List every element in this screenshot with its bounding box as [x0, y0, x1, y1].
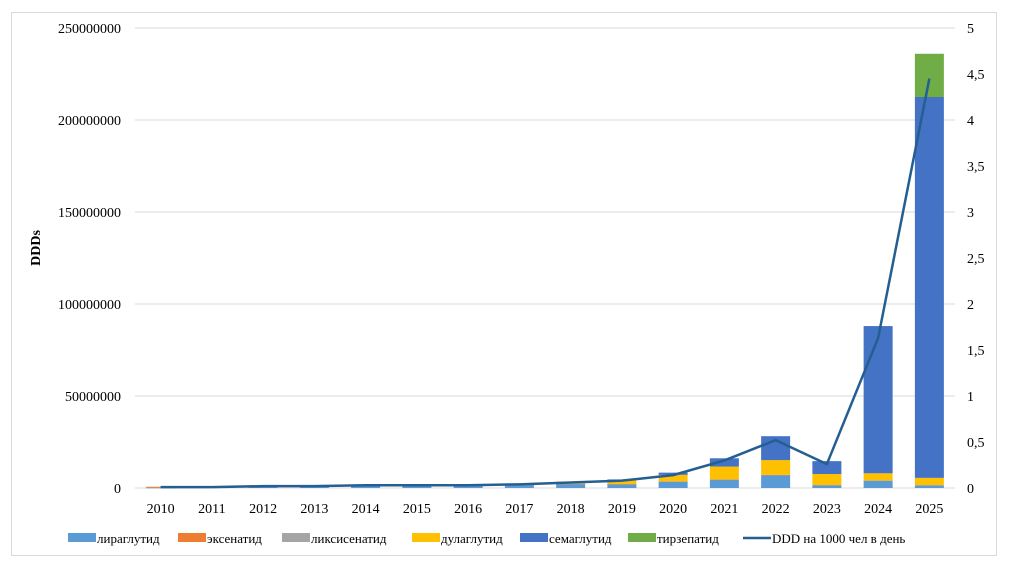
y-tick-label: 100000000 — [58, 298, 121, 313]
x-tick-label: 2020 — [659, 502, 687, 517]
bar-segment — [812, 485, 842, 488]
bar-segment — [812, 474, 842, 486]
x-tick-label: 2024 — [864, 502, 892, 517]
y-tick-label: 200000000 — [58, 114, 121, 129]
bar-segment — [863, 326, 893, 474]
x-tick-label: 2012 — [249, 502, 277, 517]
y-tick-label: 0 — [114, 482, 121, 497]
x-tick-label: 2010 — [147, 502, 175, 517]
y2-tick-label: 5 — [967, 22, 974, 37]
x-tick-label: 2015 — [403, 502, 431, 517]
y2-tick-label: 2 — [967, 298, 974, 313]
x-tick-label: 2014 — [352, 502, 380, 517]
y2-tick-label: 0,5 — [967, 436, 985, 451]
bar-segment — [709, 479, 739, 480]
legend-swatch — [412, 533, 440, 542]
x-tick-label: 2016 — [454, 502, 482, 517]
bar-segment — [863, 480, 893, 488]
legend: лираглутид эксенатид ликсисенатид дулаглути… — [68, 531, 905, 546]
y2-tick-label: 0 — [967, 482, 974, 497]
y-axis-right: 0 0,5 1 1,5 2 2,5 3 3,5 4 4,5 5 — [967, 22, 985, 497]
bar-segment — [402, 485, 432, 488]
x-tick-label: 2019 — [608, 502, 636, 517]
bar-segment — [709, 466, 739, 480]
x-tick-label: 2011 — [198, 502, 225, 517]
y2-tick-label: 1,5 — [967, 344, 985, 359]
bar-segment — [914, 477, 944, 486]
gridlines — [135, 27, 955, 489]
x-tick-label: 2013 — [300, 502, 328, 517]
ddd-per-1000-line — [160, 78, 931, 489]
legend-swatch — [68, 533, 96, 542]
y-tick-label: 50000000 — [65, 390, 121, 405]
bar-segment — [351, 485, 381, 488]
bar-segment — [914, 97, 944, 478]
y-axis-label: DDDs — [29, 230, 44, 266]
y-tick-label: 250000000 — [58, 22, 121, 37]
x-tick-label: 2023 — [813, 502, 841, 517]
bar-segment — [914, 485, 944, 488]
bar-segment — [504, 485, 534, 488]
legend-label: семаглутид — [549, 531, 612, 546]
bar-segment — [709, 458, 739, 467]
bar-segment — [658, 474, 688, 482]
bar-segment — [761, 460, 791, 475]
y2-tick-label: 4,5 — [967, 68, 985, 83]
bar-segment — [453, 485, 483, 488]
legend-swatch — [178, 533, 206, 542]
x-tick-label: 2022 — [762, 502, 790, 517]
bar-segment — [556, 483, 586, 488]
y-tick-label: 150000000 — [58, 206, 121, 221]
bar-segment — [607, 480, 637, 485]
legend-label: дулаглутид — [441, 531, 503, 546]
bar-segment — [914, 53, 944, 97]
bars — [146, 53, 944, 489]
y2-tick-label: 3,5 — [967, 160, 985, 175]
y2-tick-label: 4 — [967, 114, 974, 129]
x-axis: 2010 2011 2012 2013 2014 2015 2016 2017 2018 2019… — [147, 502, 944, 517]
legend-label: эксенатид — [207, 531, 262, 546]
y2-tick-label: 2,5 — [967, 252, 985, 267]
x-tick-label: 2025 — [915, 502, 943, 517]
legend-label: ликсисенатид — [311, 531, 387, 546]
line-series — [160, 78, 931, 489]
bar-segment — [812, 461, 842, 475]
bar-segment — [556, 483, 586, 485]
y2-tick-label: 1 — [967, 390, 974, 405]
x-tick-label: 2021 — [710, 502, 738, 517]
bar-segment — [761, 474, 791, 476]
legend-label: DDD на 1000 чел в день — [772, 531, 905, 546]
bar-segment — [658, 481, 688, 488]
x-tick-label: 2018 — [557, 502, 585, 517]
legend-label: лираглутид — [97, 531, 160, 546]
y-axis-left: 0 50000000 100000000 150000000 200000000 2500… — [58, 22, 121, 497]
y2-tick-label: 3 — [967, 206, 974, 221]
bar-segment — [709, 479, 739, 488]
bar-segment — [863, 473, 893, 481]
legend-label: тирзепатид — [657, 531, 719, 546]
legend-swatch — [520, 533, 548, 542]
x-tick-label: 2017 — [505, 502, 533, 517]
bar-segment — [658, 472, 688, 475]
bar-segment — [658, 481, 688, 482]
legend-swatch — [282, 533, 310, 542]
legend-swatch — [628, 533, 656, 542]
bar-segment — [812, 485, 842, 486]
bar-segment — [607, 484, 637, 485]
bar-segment — [607, 484, 637, 488]
bar-segment — [761, 475, 791, 488]
